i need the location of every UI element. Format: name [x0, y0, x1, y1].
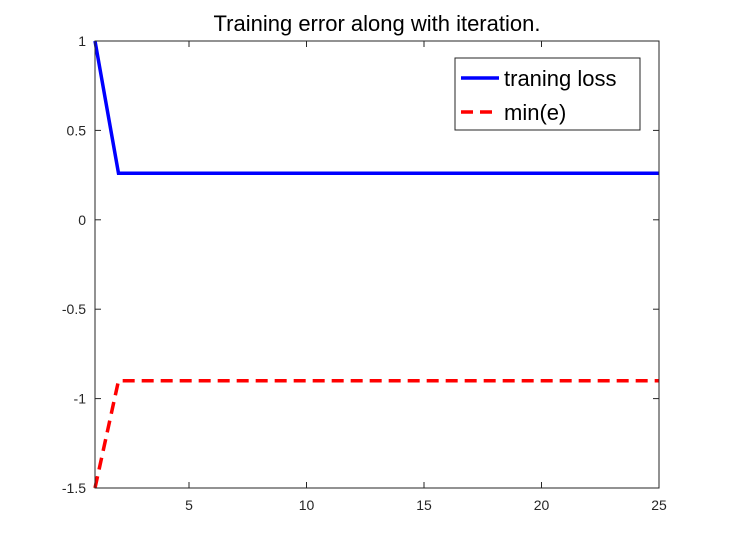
legend-label-0: traning loss	[504, 66, 617, 91]
x-tick-label: 5	[185, 497, 193, 513]
y-tick-label: -1.5	[62, 480, 86, 496]
x-tick-label: 25	[651, 497, 667, 513]
legend: traning loss min(e)	[454, 57, 641, 131]
y-tick-label: -0.5	[62, 301, 86, 317]
y-tick-label: -1	[74, 391, 87, 407]
x-tick-label: 10	[299, 497, 315, 513]
ticks-layer: 5 10 15 20 25 1 0.5 0 -0.5 -1 -1.5	[62, 33, 667, 513]
series-line-1	[93, 378, 659, 489]
legend-box	[454, 57, 641, 131]
y-tick-label: 1	[78, 33, 86, 49]
chart-title: Training error along with iteration.	[214, 11, 541, 36]
y-tick-label: 0	[78, 212, 86, 228]
legend-label-1: min(e)	[504, 100, 566, 125]
series-layer	[93, 40, 659, 489]
x-tick-label: 20	[534, 497, 550, 513]
series-line-0	[93, 40, 659, 176]
axes-box	[94, 40, 660, 489]
y-tick-label: 0.5	[67, 122, 87, 138]
x-tick-label: 15	[416, 497, 432, 513]
